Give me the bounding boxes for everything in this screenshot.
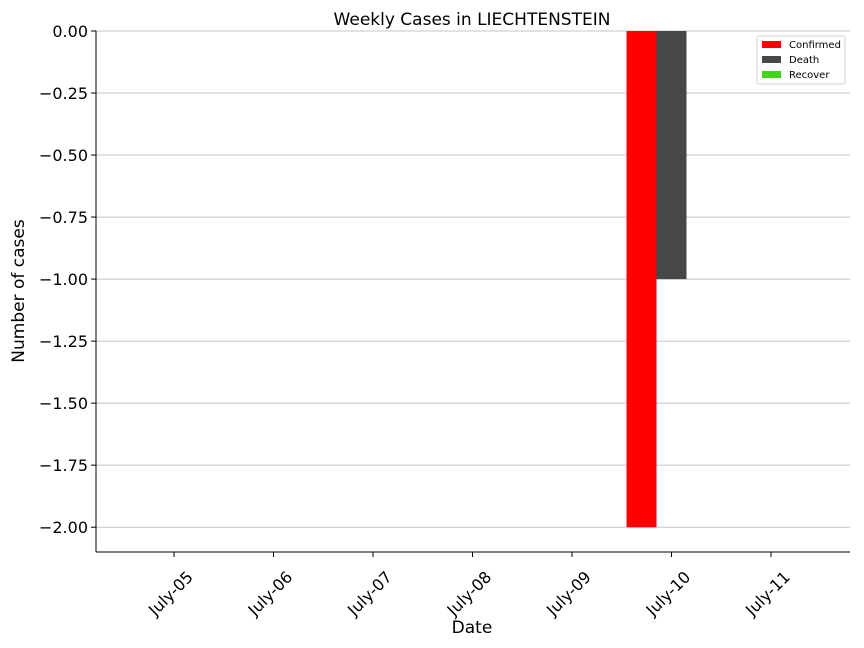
x-axis-title: Date xyxy=(452,618,493,638)
bar-death-july-10 xyxy=(656,31,687,280)
y-tick-label: −2.00 xyxy=(39,518,88,537)
x-tick-label: July-10 xyxy=(642,567,695,620)
bar-confirmed-july-10 xyxy=(626,31,657,528)
legend-swatch-death xyxy=(762,56,781,63)
y-tick-label: −1.50 xyxy=(39,394,88,413)
y-tick-label: −0.25 xyxy=(39,84,88,103)
y-tick-label: −1.00 xyxy=(39,270,88,289)
axes xyxy=(91,30,850,557)
y-tick-label: −0.50 xyxy=(39,146,88,165)
grid-lines xyxy=(96,30,850,528)
y-tick-label: −1.25 xyxy=(39,332,88,351)
y-tick-label: −0.75 xyxy=(39,208,88,227)
chart-title: Weekly Cases in LIECHTENSTEIN xyxy=(334,10,611,30)
legend-label-confirmed: Confirmed xyxy=(789,40,841,51)
legend-swatch-confirmed xyxy=(762,41,781,48)
bars xyxy=(626,31,687,528)
y-axis-title: Number of cases xyxy=(9,219,29,363)
y-tick-label: −1.75 xyxy=(39,456,88,475)
legend: Confirmed Death Recover xyxy=(756,35,846,85)
x-tick-label: July-09 xyxy=(542,567,595,620)
x-tick-label: July-07 xyxy=(343,567,396,620)
legend-label-recover: Recover xyxy=(789,70,830,81)
legend-label-death: Death xyxy=(789,55,819,66)
legend-swatch-recover xyxy=(762,71,781,78)
x-tick-label: July-08 xyxy=(443,567,496,620)
x-tick-label: July-05 xyxy=(144,567,197,620)
x-tick-label: July-06 xyxy=(244,567,297,620)
y-tick-label: 0.00 xyxy=(52,22,88,41)
x-tick-label: July-11 xyxy=(741,567,794,620)
